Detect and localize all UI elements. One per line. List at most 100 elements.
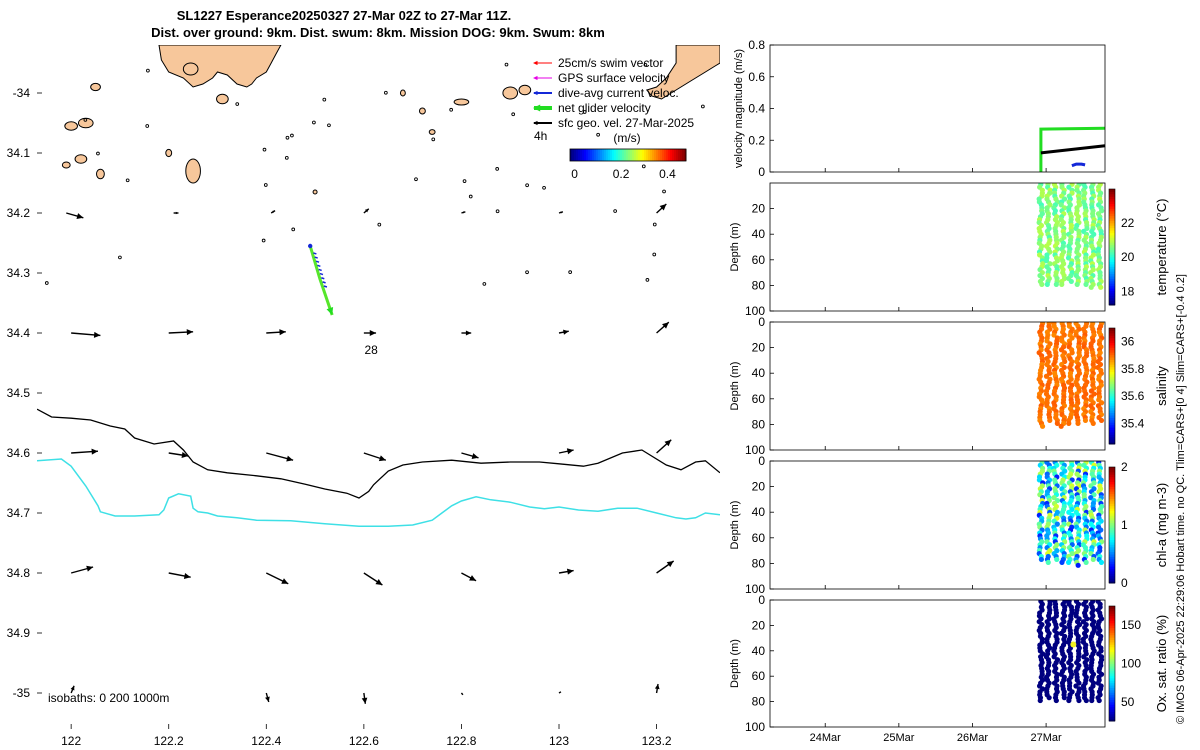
- geo-velocity-arrowhead: [369, 329, 377, 337]
- colorbar-frame: [1108, 605, 1116, 722]
- colorbar-swatch: [1109, 290, 1115, 294]
- colorbar-swatch: [572, 149, 575, 161]
- colorbar-swatch: [1109, 261, 1115, 265]
- profile-point: [1074, 281, 1080, 287]
- colorbar-swatch: [1109, 500, 1115, 504]
- profile-point: [1075, 562, 1081, 568]
- colorbar-swatch: [1109, 668, 1115, 672]
- islet: [118, 255, 122, 260]
- geo-velocity-arrowhead: [566, 448, 574, 455]
- panel-1: 20 40 60 80 100 Depth (m) 18 20 22 temperature (°…: [729, 182, 1169, 318]
- panel-frame: [769, 44, 1106, 173]
- colorbar-swatch: [1109, 525, 1115, 528]
- profile-scatter: [1036, 461, 1105, 568]
- map-ytick-label: 34.6: [7, 446, 31, 460]
- depth-ytick-label: 80: [752, 556, 766, 570]
- colorbar-swatch: [668, 149, 671, 161]
- geo-velocity-arrowhead: [181, 452, 189, 459]
- colorbar-tick-label: 150: [1121, 618, 1141, 632]
- isobath-200m: [37, 408, 720, 499]
- colorbar-swatch: [1109, 625, 1115, 629]
- colorbar-swatch: [1109, 479, 1115, 482]
- island: [216, 93, 229, 105]
- profile-point: [1054, 420, 1060, 426]
- colorbar-swatch: [1109, 573, 1115, 577]
- colorbar-swatch: [638, 149, 641, 161]
- colorbar-swatch: [1109, 295, 1115, 299]
- panel-2: 0 20 40 60 80 100 Depth (m) 35.4 35.6 35.8 36 salin…: [729, 315, 1169, 457]
- map-panel: 28 isobaths: 0 200 1000m 25cm/s swim vecto…: [7, 45, 720, 748]
- profile-point: [1090, 420, 1096, 426]
- colorbar-swatch: [1109, 254, 1115, 258]
- islet: [261, 238, 266, 243]
- legend-label: sfc geo. vel. 27-Mar-2025: [558, 116, 694, 130]
- dive-avg-vector: [321, 277, 325, 280]
- time-xtick-label: 25Mar: [883, 732, 915, 744]
- colorbar-swatch: [684, 149, 687, 161]
- colorbar-swatch: [602, 149, 605, 161]
- profile-point: [1069, 350, 1075, 356]
- colorbar-swatch: [1109, 663, 1115, 667]
- depth-ytick-label: 80: [752, 417, 766, 431]
- colorbar-swatch: [1109, 415, 1115, 418]
- profile-point: [1084, 616, 1090, 622]
- colorbar-swatch: [1109, 220, 1115, 224]
- depth-ytick-label: 100: [745, 304, 765, 318]
- islet: [582, 110, 587, 114]
- colorbar-swatch: [1109, 617, 1115, 621]
- colorbar-frame: [1108, 466, 1116, 584]
- colorbar-swatch: [1109, 673, 1115, 676]
- profile-point: [1051, 654, 1057, 660]
- profile-point: [1068, 278, 1074, 285]
- colorbar-swatch: [1109, 529, 1115, 533]
- colorbar-swatch: [1109, 225, 1115, 229]
- island: [518, 84, 532, 96]
- profile-point: [1038, 556, 1045, 563]
- colorbar-swatch: [1109, 407, 1115, 411]
- colorbar-swatch: [1109, 342, 1115, 346]
- colorbar-swatch: [1109, 508, 1115, 511]
- map-xtick-label: 122: [61, 734, 81, 748]
- colorbar-swatch: [1109, 434, 1115, 438]
- colorbar-swatch: [1109, 332, 1115, 336]
- map-xtick-label: 122.6: [349, 734, 379, 748]
- profile-point: [1039, 423, 1046, 429]
- colorbar-swatch: [1109, 232, 1115, 236]
- legend-arrowhead: [533, 75, 538, 81]
- colorbar-swatch: [1109, 675, 1115, 679]
- profile-point: [1098, 559, 1105, 565]
- colorbar-swatch: [656, 149, 659, 161]
- islet: [662, 189, 666, 194]
- colorbar-swatch: [1109, 692, 1115, 696]
- map-ytick-label: 34.1: [7, 146, 31, 160]
- colorbar-swatch: [1109, 610, 1115, 614]
- profile-point: [1046, 695, 1052, 701]
- colorbar-swatch: [1109, 359, 1115, 363]
- colorbar-swatch: [1109, 386, 1115, 389]
- depth-ylabel: Depth (m): [729, 362, 741, 411]
- colorbar-swatch: [1109, 680, 1115, 684]
- profile-point: [1069, 550, 1075, 557]
- colorbar-swatch: [1109, 483, 1115, 487]
- colorbar-swatch: [1109, 661, 1115, 664]
- geo-velocity-arrowhead: [91, 448, 98, 455]
- colorbar-swatch: [652, 149, 655, 161]
- colorbar-swatch: [644, 149, 647, 161]
- colorbar-swatch: [1109, 570, 1115, 574]
- colorbar-swatch: [1109, 242, 1115, 246]
- colorbar-swatch: [1109, 352, 1115, 356]
- profile-point: [1098, 417, 1105, 424]
- colorbar-frame: [1108, 188, 1116, 306]
- legend-arrowhead: [533, 120, 538, 126]
- geo-velocity-arrowhead: [654, 684, 660, 690]
- colorbar-tick-label: 35.8: [1121, 362, 1145, 376]
- profile-point: [1039, 281, 1045, 287]
- depth-ytick-label: 80: [752, 278, 766, 292]
- colorbar-swatch: [666, 149, 669, 161]
- colorbar-swatch: [1109, 357, 1115, 360]
- colorbar-swatch: [632, 149, 635, 161]
- colorbar-swatch: [1109, 639, 1115, 643]
- colorbar-swatch: [670, 149, 673, 161]
- side-note: © IMOS 06-Apr-2025 22:29:06 Hobart time.…: [1175, 274, 1187, 724]
- isobath-label: isobaths: 0 200 1000m: [48, 691, 169, 705]
